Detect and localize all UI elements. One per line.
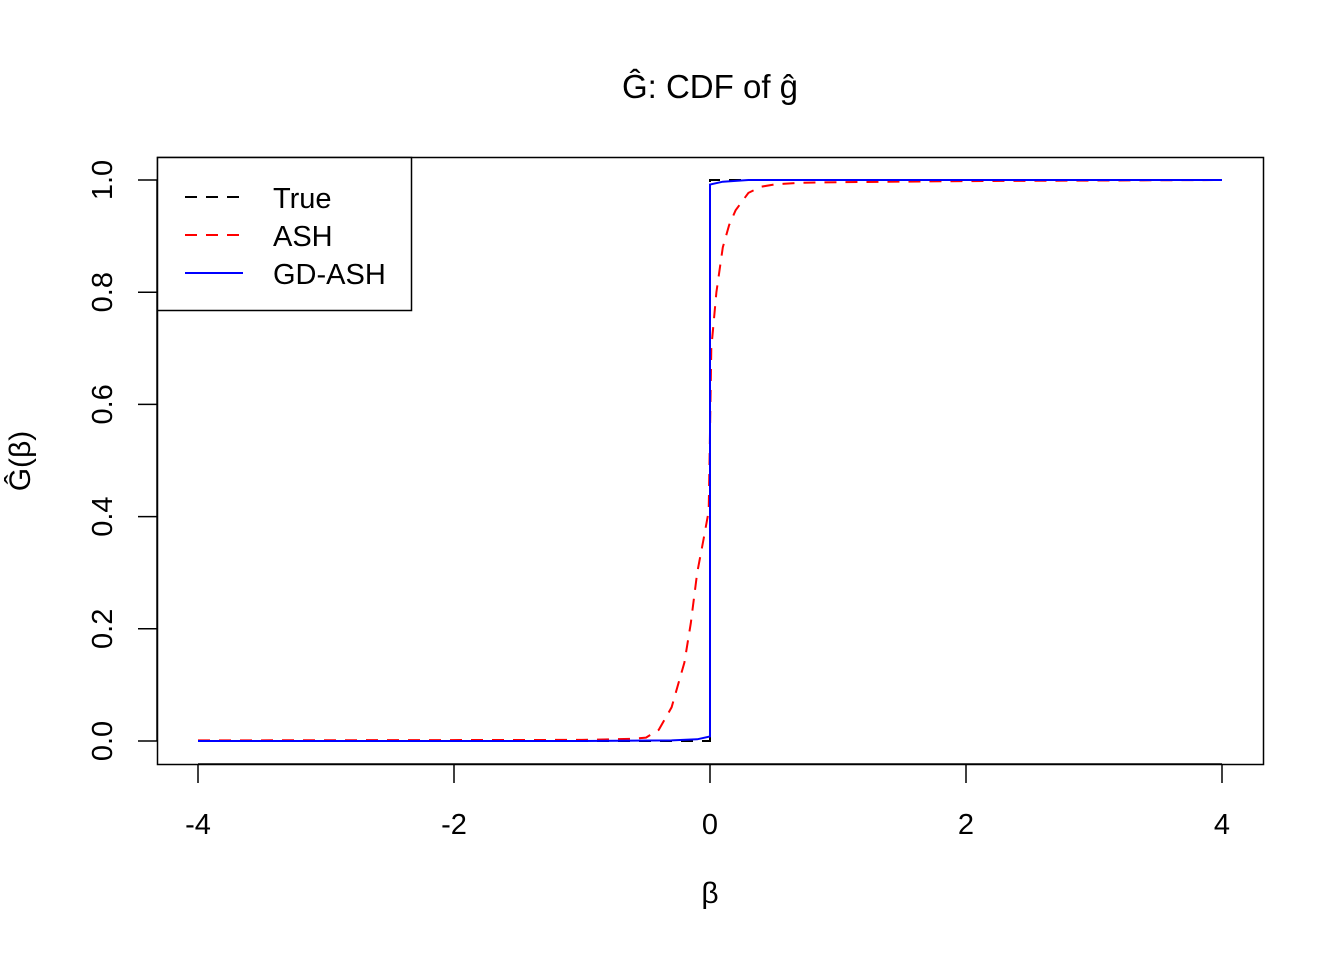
x-tick-label: 0	[702, 809, 718, 841]
y-tick-label: 0.0	[87, 721, 119, 761]
y-tick-label: 1.0	[87, 160, 119, 200]
x-tick-label: -4	[185, 809, 211, 841]
y-tick-label: 0.8	[87, 272, 119, 312]
x-tick-label: -2	[441, 809, 467, 841]
legend: True ASH GD-ASH	[156, 156, 413, 312]
x-axis: -4 -2 0 2 4	[185, 763, 1230, 841]
legend-label-ash: ASH	[273, 221, 333, 253]
y-tick-label: 0.6	[87, 384, 119, 424]
y-tick-label: 0.2	[87, 609, 119, 649]
legend-label-gd-ash: GD-ASH	[273, 259, 386, 291]
series-gd-ash-line	[198, 179, 1222, 742]
y-tick-label: 0.4	[87, 496, 119, 536]
x-tick-label: 2	[958, 809, 974, 841]
y-axis-label: Ĝ(β)	[3, 431, 37, 492]
legend-box	[156, 156, 413, 312]
chart-title: Ĝ: CDF of ĝ	[622, 68, 798, 105]
x-tick-label: 4	[1214, 809, 1230, 841]
x-axis-label: β	[701, 877, 718, 910]
y-axis: 0.0 0.2 0.4 0.6 0.8 1.0	[87, 160, 158, 761]
series-group	[197, 179, 1223, 742]
legend-label-true: True	[273, 183, 332, 215]
